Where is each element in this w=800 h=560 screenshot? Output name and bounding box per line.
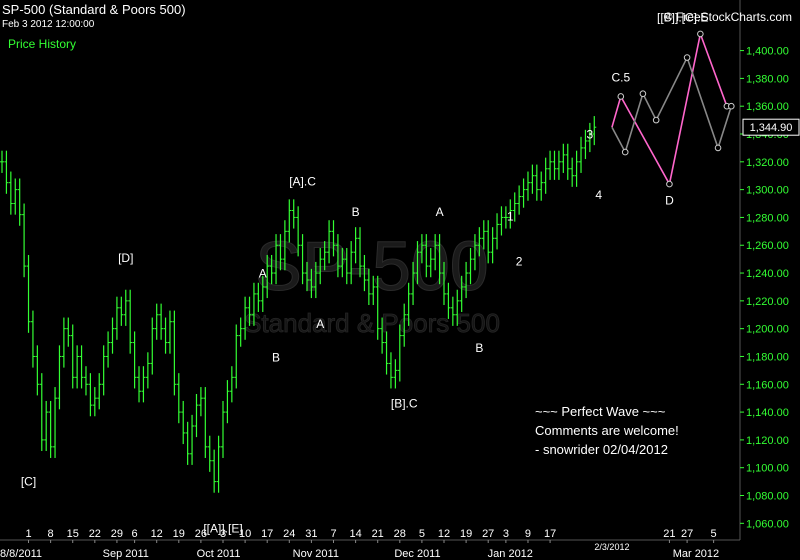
y-tick-label: 1,120.00 <box>746 435 789 447</box>
y-tick-label: 1,080.00 <box>746 491 789 503</box>
wave-label: B <box>475 341 483 355</box>
wave-label: [D] <box>118 251 133 265</box>
projection-point <box>666 180 673 188</box>
x-month-label: Oct 2011 <box>197 548 241 560</box>
wave-label: [[B]].[C].E <box>657 11 708 25</box>
wave-label: 3 <box>587 127 594 141</box>
y-tick-label: 1,220.00 <box>746 296 789 308</box>
y-tick-label: 1,360.00 <box>746 101 789 113</box>
wave-label: B <box>272 351 280 365</box>
note-line-3: - snowrider 02/04/2012 <box>535 442 668 457</box>
x-month-label: Dec 2011 <box>394 548 440 560</box>
chart-title: SP-500 (Standard & Poors 500) <box>2 2 186 17</box>
projection-point <box>714 144 722 152</box>
x-tick-label: 8 <box>48 528 54 540</box>
x-tick-label: 27 <box>482 528 494 540</box>
wave-label: [C] <box>21 474 36 488</box>
projection-point <box>652 116 660 124</box>
x-tick-label: 7 <box>330 528 336 540</box>
watermark-name: Standard & Poors 500 <box>244 308 500 338</box>
x-tick-label: 28 <box>394 528 406 540</box>
x-axis: 1 8 15 22 29 6 12 19 26 3 10 17 24 31 7 14 21 28 5 12 19 27 3 9… <box>0 528 740 560</box>
x-month-label: Nov 2011 <box>293 548 339 560</box>
watermark-symbol: SP-500 <box>255 227 488 305</box>
x-tick-label: 19 <box>460 528 472 540</box>
x-edge-label: 8/8/2011 <box>0 548 42 560</box>
wave-label: 4 <box>595 188 602 202</box>
wave-label: [B].C <box>391 396 418 410</box>
x-tick-label: 12 <box>151 528 163 540</box>
x-month-label: Mar 2012 <box>673 548 719 560</box>
x-month-label: Jan 2012 <box>488 548 533 560</box>
x-tick-label: 31 <box>305 528 317 540</box>
y-tick-label: 1,320.00 <box>746 157 789 169</box>
projection-point <box>683 54 691 61</box>
note-line-2: Comments are welcome! <box>535 423 679 438</box>
x-tick-label: 3 <box>220 528 226 540</box>
x-tick-label: 17 <box>261 528 273 540</box>
projection-pink <box>611 30 728 187</box>
wave-label: D <box>665 193 674 207</box>
wave-label: A <box>259 266 267 280</box>
price-history-label[interactable]: Price History <box>8 37 77 51</box>
y-tick-label: 1,300.00 <box>746 185 789 197</box>
wave-label: 1 <box>507 209 514 223</box>
x-tick-label: 27 <box>681 528 693 540</box>
x-month-label: 2/3/2012 <box>594 542 629 552</box>
wave-label: A <box>436 205 444 219</box>
x-tick-label: 5 <box>419 528 425 540</box>
x-tick-label: 1 <box>25 528 31 540</box>
wave-label: B <box>352 205 360 219</box>
x-month-label: Sep 2011 <box>103 548 149 560</box>
candles <box>0 116 597 493</box>
timestamp: Feb 3 2012 12:00:00 <box>2 19 95 30</box>
x-tick-label: 3 <box>503 528 509 540</box>
y-tick-label: 1,280.00 <box>746 212 789 224</box>
projection-point <box>617 93 625 100</box>
y-axis: 1,060.00 1,080.00 1,100.00 1,120.00 1,140.00… <box>739 0 800 540</box>
y-tick-label: 1,200.00 <box>746 324 789 336</box>
x-tick-label: 21 <box>372 528 384 540</box>
x-tick-label: 9 <box>525 528 531 540</box>
x-tick-label: 19 <box>173 528 185 540</box>
wave-labels: [C] [D] [[A]].[E] A B [A].C A B [B].C A B 1 2 3 4 C.5 D [… <box>21 11 709 536</box>
x-tick-label: 24 <box>283 528 295 540</box>
wave-label: 2 <box>516 255 523 269</box>
current-price-label: 1,344.90 <box>750 122 793 134</box>
y-tick-label: 1,400.00 <box>746 46 789 58</box>
x-tick-label: 15 <box>67 528 79 540</box>
x-tick-label: 21 <box>663 528 675 540</box>
current-price-box <box>742 118 800 136</box>
x-tick-label: 14 <box>349 528 361 540</box>
x-tick-label: 10 <box>239 528 251 540</box>
x-tick-label: 26 <box>195 528 207 540</box>
y-tick-label: 1,260.00 <box>746 240 789 252</box>
projection-point <box>697 30 704 38</box>
x-tick-label: 17 <box>544 528 556 540</box>
x-tick-label: 5 <box>711 528 717 540</box>
x-tick-label: 29 <box>111 528 123 540</box>
wave-label: C.5 <box>611 70 630 84</box>
wave-label: [A].C <box>289 175 316 189</box>
x-tick-label: 22 <box>89 528 101 540</box>
x-tick-label: 6 <box>132 528 138 540</box>
x-tick-label: 12 <box>438 528 450 540</box>
projection-point <box>639 90 647 97</box>
wave-label: [[A]].[E] <box>203 522 242 536</box>
y-tick-label: 1,240.00 <box>746 268 789 280</box>
y-tick-label: 1,100.00 <box>746 463 789 475</box>
y-tick-label: 1,140.00 <box>746 407 789 419</box>
projections <box>611 30 735 188</box>
note-line-1: ~~~ Perfect Wave ~~~ <box>535 404 666 419</box>
y-tick-label: 1,380.00 <box>746 73 789 85</box>
projection-point <box>728 102 735 110</box>
y-tick-label: 1,180.00 <box>746 351 789 363</box>
y-tick-label: 1,060.00 <box>746 518 789 530</box>
wave-label: A <box>316 317 324 331</box>
y-tick-label: 1,160.00 <box>746 379 789 391</box>
projection-point <box>621 148 629 156</box>
copyright-label: © FreeStockCharts.com <box>663 10 792 24</box>
